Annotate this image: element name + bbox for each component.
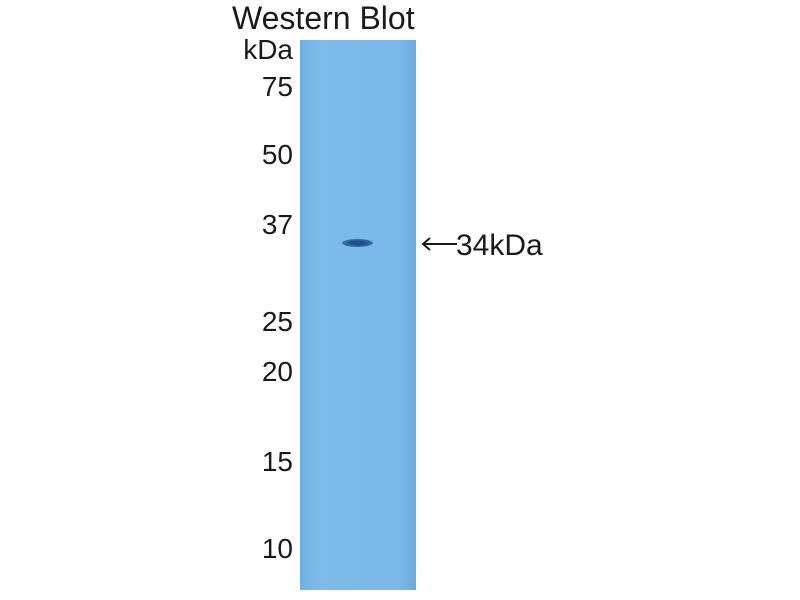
marker-10: 10	[261, 533, 293, 564]
unit-label: kDa	[243, 34, 293, 65]
band-size-label: 34kDa	[456, 229, 543, 262]
arrow-left-icon	[421, 237, 457, 251]
protein-band	[342, 239, 373, 247]
marker-50: 50	[261, 139, 293, 170]
marker-15: 15	[261, 446, 293, 477]
marker-37: 37	[261, 209, 293, 240]
figure-title: Western Blot	[232, 0, 415, 36]
blot-lane	[300, 40, 416, 590]
marker-25: 25	[261, 306, 293, 337]
marker-20: 20	[261, 356, 293, 387]
marker-75: 75	[261, 71, 293, 102]
